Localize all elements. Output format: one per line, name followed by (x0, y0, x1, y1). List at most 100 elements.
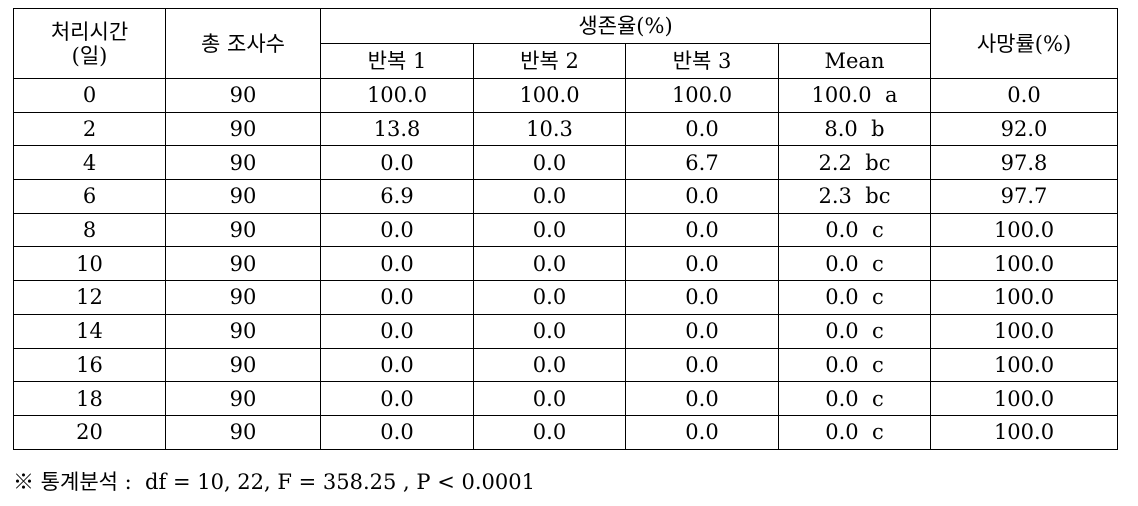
header-cell: Mean (778, 43, 931, 79)
table-cell: 0.0 (320, 414, 474, 450)
header-cell: 사망률(%) (930, 8, 1118, 79)
header-cell: 반복 3 (625, 43, 779, 79)
table-cell: 90 (165, 111, 321, 147)
table-cell: 13.8 (320, 111, 474, 147)
table-row: 20 90 0.0 0.0 0.0 0.0 c 100.0 (13, 414, 1118, 450)
table-cell: 100.0 (930, 414, 1118, 450)
table-cell: 6 (13, 179, 166, 214)
table-cell: 100.0 (930, 347, 1118, 383)
table-cell: 8 (13, 212, 166, 248)
table-cell: 0.0 (320, 145, 474, 181)
header-text: 처리시간 (50, 19, 129, 44)
table-cell: 6.9 (320, 179, 474, 214)
table-cell: 2 (13, 111, 166, 147)
table-cell: 0.0 (320, 212, 474, 248)
table-cell: 0.0 (625, 313, 779, 349)
table-cell: 90 (165, 145, 321, 181)
table-cell: 90 (165, 212, 321, 248)
table-row: 12 90 0.0 0.0 0.0 0.0 c 100.0 (13, 280, 1118, 315)
table-cell: 97.8 (930, 145, 1118, 181)
table-cell: 100.0 (473, 78, 626, 113)
table-cell: 100.0 (625, 78, 779, 113)
footnote: ※ 통계분석 : df = 10, 22, F = 358.25 , P < 0… (13, 470, 535, 494)
table-cell: 0.0 (473, 145, 626, 181)
table-cell: 0.0 (473, 212, 626, 248)
table-cell: 0.0 (473, 179, 626, 214)
header-text: (일) (71, 43, 108, 68)
table-cell: 0.0 (930, 78, 1118, 113)
table-cell: 18 (13, 381, 166, 416)
table-row: 18 90 0.0 0.0 0.0 0.0 c 100.0 (13, 381, 1118, 416)
table-cell: 97.7 (930, 179, 1118, 214)
table-cell: 0.0 (473, 381, 626, 416)
table-row: 2 90 13.8 10.3 0.0 8.0 b 92.0 (13, 111, 1118, 147)
table-cell: 100.0 (930, 381, 1118, 416)
table-cell: 90 (165, 280, 321, 315)
table-cell: 90 (165, 246, 321, 282)
table-row: 14 90 0.0 0.0 0.0 0.0 c 100.0 (13, 313, 1118, 349)
table-row: 8 90 0.0 0.0 0.0 0.0 c 100.0 (13, 212, 1118, 248)
header-cell: 생존율(%) (320, 8, 931, 44)
table-cell: 0.0 (625, 347, 779, 383)
table-cell: 0.0 (320, 246, 474, 282)
table-cell: 0.0 (320, 313, 474, 349)
header-cell: 반복 1 (320, 43, 474, 79)
table-cell: 0.0 c (778, 347, 931, 383)
table-cell: 8.0 b (778, 111, 931, 147)
header-cell: 총 조사수 (165, 8, 321, 79)
table-row: 16 90 0.0 0.0 0.0 0.0 c 100.0 (13, 347, 1118, 383)
table-cell: 10.3 (473, 111, 626, 147)
table-cell: 16 (13, 347, 166, 383)
table-cell: 0.0 (473, 280, 626, 315)
table-cell: 90 (165, 347, 321, 383)
table-cell: 0.0 (473, 347, 626, 383)
table-cell: 0.0 (625, 280, 779, 315)
table-cell: 90 (165, 179, 321, 214)
table-cell: 100.0 (930, 212, 1118, 248)
table-cell: 0.0 (473, 246, 626, 282)
table-cell: 100.0 (930, 246, 1118, 282)
table-cell: 0.0 (625, 179, 779, 214)
table-row: 10 90 0.0 0.0 0.0 0.0 c 100.0 (13, 246, 1118, 282)
table-cell: 0 (13, 78, 166, 113)
table-body: 0 90 100.0 100.0 100.0 100.0 a 0.0 2 90 13.8 10.3 0… (13, 78, 1118, 450)
table-cell: 2.2 bc (778, 145, 931, 181)
table-cell: 12 (13, 280, 166, 315)
table-cell: 20 (13, 414, 166, 450)
table-cell: 0.0 (625, 381, 779, 416)
table-row: 0 90 100.0 100.0 100.0 100.0 a 0.0 (13, 78, 1118, 113)
table-cell: 0.0 c (778, 246, 931, 282)
table-cell: 10 (13, 246, 166, 282)
table-cell: 6.7 (625, 145, 779, 181)
table-cell: 0.0 (625, 246, 779, 282)
table-cell: 0.0 c (778, 414, 931, 450)
table-cell: 90 (165, 78, 321, 113)
table-cell: 100.0 a (778, 78, 931, 113)
table-cell: 90 (165, 414, 321, 450)
table-cell: 0.0 c (778, 313, 931, 349)
table-cell: 90 (165, 381, 321, 416)
table-cell: 0.0 (473, 313, 626, 349)
table-cell: 0.0 (625, 111, 779, 147)
header-cell: 반복 2 (473, 43, 626, 79)
table-cell: 0.0 c (778, 280, 931, 315)
table-cell: 100.0 (930, 313, 1118, 349)
table-cell: 100.0 (320, 78, 474, 113)
table-cell: 0.0 (473, 414, 626, 450)
table-cell: 90 (165, 313, 321, 349)
table-cell: 14 (13, 313, 166, 349)
table-cell: 0.0 (320, 381, 474, 416)
table-row: 6 90 6.9 0.0 0.0 2.3 bc 97.7 (13, 179, 1118, 214)
table-row: 4 90 0.0 0.0 6.7 2.2 bc 97.8 (13, 145, 1118, 181)
table-cell: 100.0 (930, 280, 1118, 315)
data-table: 처리시간 (일) 총 조사수 생존율(%) 사망률(%) 반복 1 반복 2 반복… (13, 8, 1118, 450)
table-cell: 4 (13, 145, 166, 181)
table-cell: 0.0 (320, 347, 474, 383)
table-cell: 0.0 c (778, 381, 931, 416)
table-cell: 92.0 (930, 111, 1118, 147)
table-cell: 2.3 bc (778, 179, 931, 214)
table-cell: 0.0 c (778, 212, 931, 248)
header-cell: 처리시간 (일) (13, 8, 166, 79)
table-cell: 0.0 (625, 414, 779, 450)
